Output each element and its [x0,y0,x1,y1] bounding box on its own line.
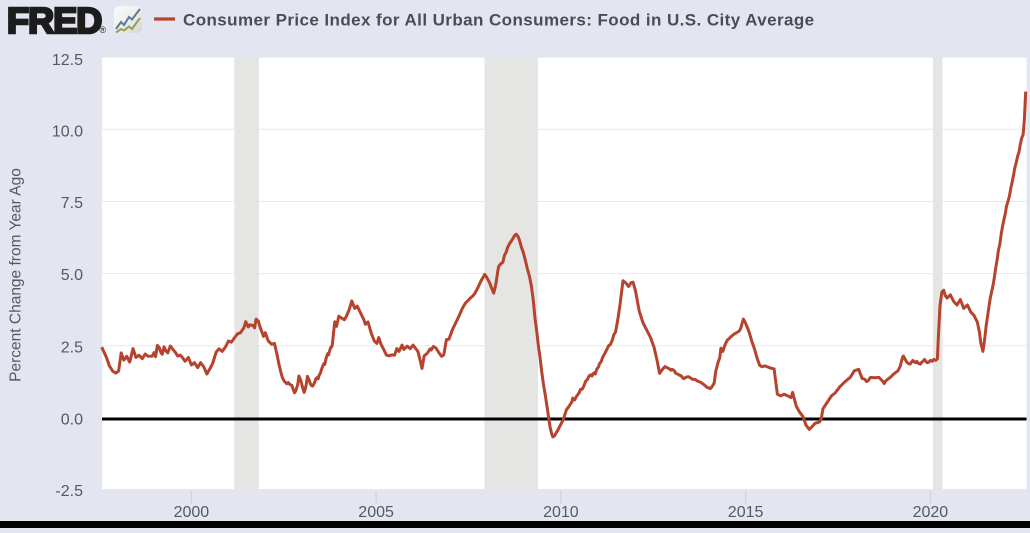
svg-text:-2.5: -2.5 [55,483,83,500]
svg-text:5.0: 5.0 [61,267,83,284]
svg-text:7.5: 7.5 [61,195,83,212]
svg-text:2000: 2000 [174,504,210,521]
svg-text:Percent Change from Year Ago: Percent Change from Year Ago [8,168,25,382]
svg-text:Consumer Price Index for All U: Consumer Price Index for All Urban Consu… [183,11,815,30]
svg-text:®: ® [100,25,107,35]
svg-text:2020: 2020 [913,504,949,521]
svg-text:12.5: 12.5 [52,52,83,69]
svg-text:FRED: FRED [7,0,101,41]
svg-text:2015: 2015 [728,504,764,521]
svg-text:0.0: 0.0 [61,411,83,428]
svg-text:2010: 2010 [543,504,579,521]
svg-text:10.0: 10.0 [52,123,83,140]
svg-text:2.5: 2.5 [61,339,83,356]
svg-text:2005: 2005 [358,504,394,521]
